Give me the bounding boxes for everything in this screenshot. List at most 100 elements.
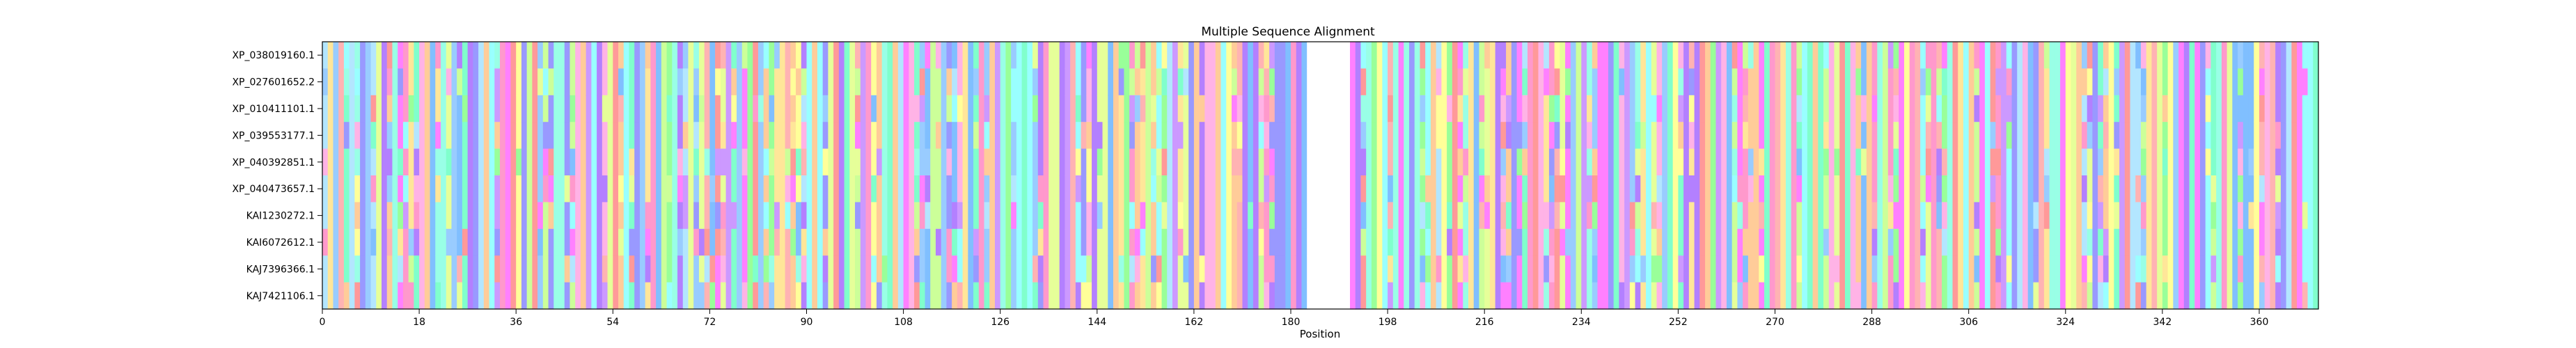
heatmap-cell bbox=[1581, 95, 1587, 122]
heatmap-cell bbox=[731, 42, 737, 69]
heatmap-cell bbox=[1737, 148, 1743, 176]
heatmap-cell bbox=[1775, 228, 1781, 256]
heatmap-cell bbox=[1963, 255, 1970, 283]
heatmap-cell bbox=[1984, 228, 1991, 256]
heatmap-cell bbox=[597, 122, 603, 150]
heatmap-cell bbox=[1613, 68, 1619, 96]
heatmap-cell bbox=[1242, 148, 1248, 176]
heatmap-cell bbox=[327, 42, 334, 69]
heatmap-cell bbox=[1183, 95, 1189, 122]
heatmap-cell bbox=[537, 228, 544, 256]
heatmap-cell bbox=[2205, 68, 2212, 96]
heatmap-cell bbox=[2065, 175, 2072, 203]
heatmap-cell bbox=[1651, 148, 1658, 176]
heatmap-cell bbox=[408, 42, 414, 69]
heatmap-cell bbox=[698, 122, 705, 150]
heatmap-cell bbox=[2140, 95, 2147, 122]
heatmap-cell bbox=[1328, 282, 1335, 310]
heatmap-cell bbox=[1619, 202, 1625, 230]
heatmap-cell bbox=[1597, 95, 1603, 122]
heatmap-cell bbox=[1979, 148, 1986, 176]
heatmap-cell bbox=[2313, 68, 2319, 96]
heatmap-cell bbox=[1581, 202, 1587, 230]
heatmap-cell bbox=[1619, 95, 1625, 122]
heatmap-cell bbox=[1065, 228, 1071, 256]
heatmap-cell bbox=[666, 95, 673, 122]
heatmap-cell bbox=[1177, 95, 1184, 122]
heatmap-cell bbox=[774, 175, 780, 203]
heatmap-cell bbox=[2049, 148, 2055, 176]
heatmap-cell bbox=[2043, 202, 2050, 230]
heatmap-cell bbox=[1861, 42, 1867, 69]
heatmap-cell bbox=[1785, 282, 1792, 310]
heatmap-cell bbox=[1516, 122, 1523, 150]
heatmap-cell bbox=[1511, 228, 1518, 256]
heatmap-cell bbox=[494, 228, 501, 256]
heatmap-cell bbox=[435, 175, 441, 203]
heatmap-cell bbox=[1710, 282, 1717, 310]
heatmap-cell bbox=[909, 122, 915, 150]
heatmap-cell bbox=[591, 202, 597, 230]
heatmap-cell bbox=[2060, 175, 2066, 203]
heatmap-cell bbox=[2017, 122, 2023, 150]
heatmap-cell bbox=[602, 148, 608, 176]
heatmap-cell bbox=[2167, 202, 2174, 230]
heatmap-cell bbox=[424, 42, 431, 69]
heatmap-cell bbox=[790, 122, 796, 150]
heatmap-cell bbox=[828, 122, 834, 150]
heatmap-cell bbox=[1565, 282, 1571, 310]
heatmap-cell bbox=[893, 175, 899, 203]
heatmap-cell bbox=[1280, 255, 1286, 283]
heatmap-cell bbox=[715, 175, 721, 203]
heatmap-cell bbox=[2140, 175, 2147, 203]
heatmap-cell bbox=[2248, 175, 2254, 203]
heatmap-cell bbox=[1764, 282, 1770, 310]
heatmap-cell bbox=[386, 68, 393, 96]
heatmap-cell bbox=[645, 282, 651, 310]
heatmap-cell bbox=[1958, 148, 1964, 176]
heatmap-cell bbox=[398, 282, 404, 310]
heatmap-cell bbox=[1070, 68, 1076, 96]
heatmap-cell bbox=[2205, 42, 2212, 69]
heatmap-cell bbox=[2297, 282, 2303, 310]
heatmap-cell bbox=[1597, 255, 1603, 283]
heatmap-cell bbox=[2081, 202, 2088, 230]
heatmap-cell bbox=[1355, 148, 1362, 176]
heatmap-cell bbox=[672, 255, 678, 283]
heatmap-cell bbox=[1059, 255, 1066, 283]
heatmap-cell bbox=[925, 228, 931, 256]
heatmap-cell bbox=[2006, 68, 2013, 96]
heatmap-cell bbox=[855, 175, 861, 203]
heatmap-cell bbox=[1188, 255, 1195, 283]
heatmap-cell bbox=[2151, 122, 2158, 150]
heatmap-cell bbox=[2280, 202, 2287, 230]
heatmap-cell bbox=[1231, 255, 1238, 283]
heatmap-cell bbox=[1807, 282, 1814, 310]
heatmap-cell bbox=[1500, 148, 1507, 176]
heatmap-cell bbox=[382, 228, 388, 256]
heatmap-cell bbox=[1748, 255, 1754, 283]
heatmap-cell bbox=[559, 95, 565, 122]
heatmap-cell bbox=[688, 122, 694, 150]
heatmap-cell bbox=[1629, 282, 1636, 310]
heatmap-cell bbox=[382, 68, 388, 96]
heatmap-cell bbox=[957, 122, 964, 150]
heatmap-cell bbox=[2043, 255, 2050, 283]
heatmap-cell bbox=[333, 95, 339, 122]
heatmap-cell bbox=[1350, 122, 1356, 150]
heatmap-cell bbox=[2135, 255, 2142, 283]
heatmap-cell bbox=[698, 282, 705, 310]
heatmap-cell bbox=[1931, 42, 1937, 69]
heatmap-cell bbox=[2092, 202, 2098, 230]
heatmap-cell bbox=[430, 282, 436, 310]
heatmap-cell bbox=[2313, 42, 2319, 69]
heatmap-cell bbox=[860, 228, 867, 256]
heatmap-cell bbox=[1548, 175, 1555, 203]
heatmap-cell bbox=[989, 68, 996, 96]
heatmap-cell bbox=[1092, 282, 1098, 310]
heatmap-cell bbox=[559, 42, 565, 69]
heatmap-cell bbox=[1947, 122, 1954, 150]
heatmap-cell bbox=[693, 148, 700, 176]
heatmap-cell bbox=[500, 68, 506, 96]
heatmap-cell bbox=[994, 282, 1001, 310]
